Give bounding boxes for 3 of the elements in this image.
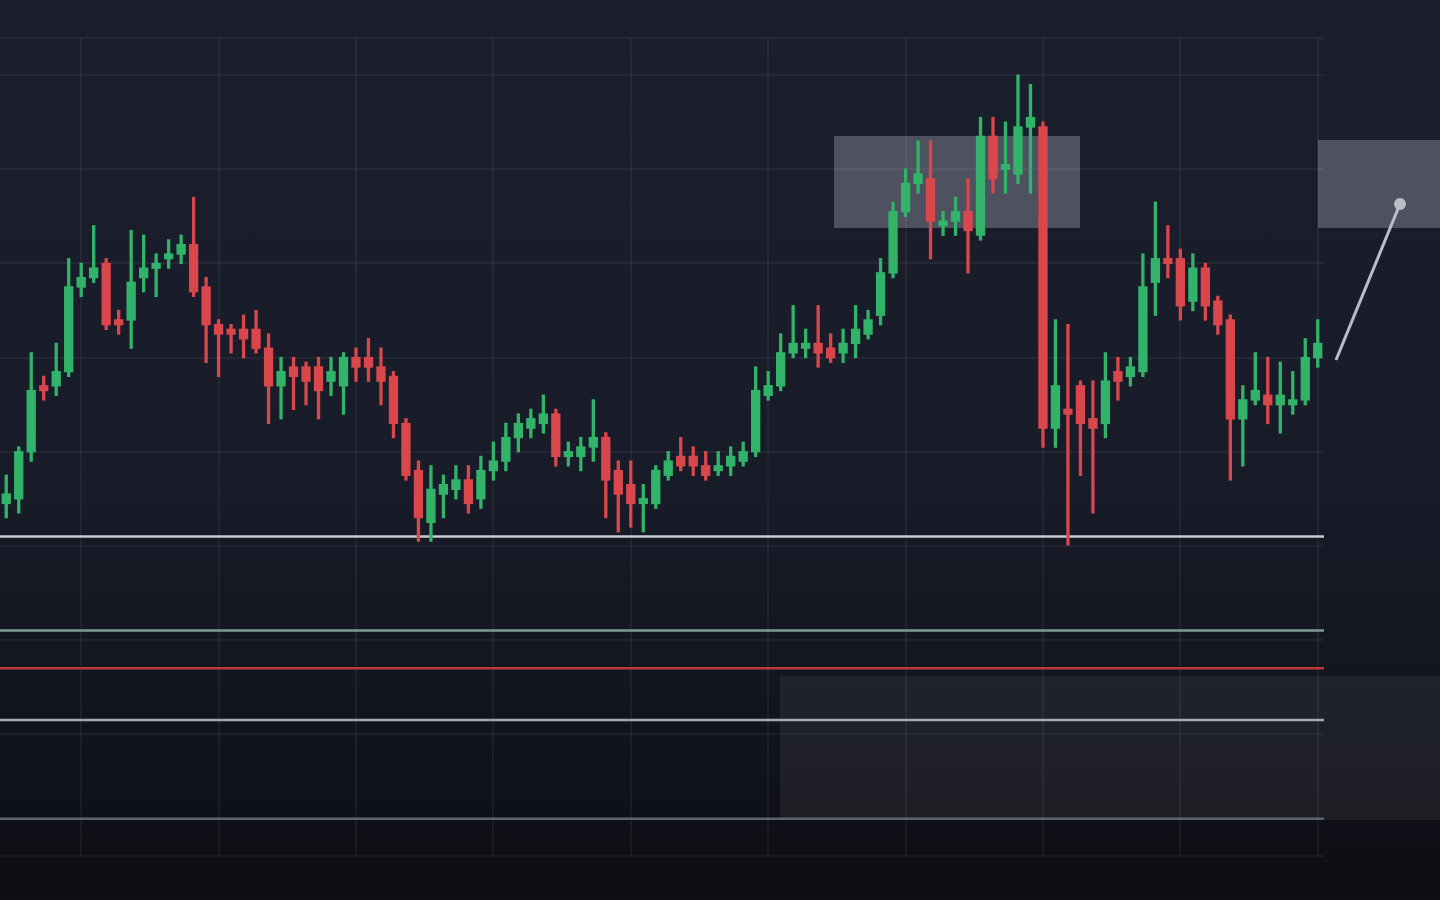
candlestick: [276, 356, 286, 420]
candlestick: [963, 178, 973, 274]
candlestick: [1113, 356, 1123, 401]
